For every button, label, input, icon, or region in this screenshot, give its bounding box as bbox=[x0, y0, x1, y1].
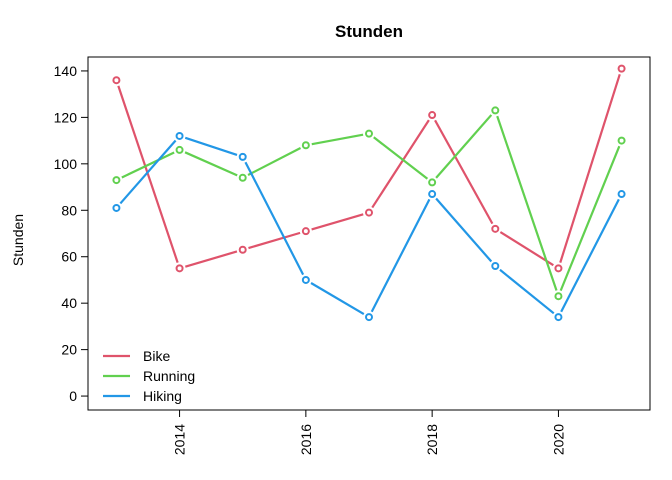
series-line-segment bbox=[184, 151, 238, 177]
y-tick-label: 100 bbox=[54, 156, 78, 172]
y-tick-label: 140 bbox=[54, 63, 78, 79]
series-line-segment bbox=[559, 74, 621, 263]
y-tick-label: 60 bbox=[61, 249, 77, 265]
series-line-segment bbox=[248, 231, 301, 250]
data-point bbox=[554, 313, 563, 322]
series-line-segment bbox=[496, 115, 558, 291]
series-line-segment bbox=[184, 136, 238, 157]
series-line-segment bbox=[121, 151, 175, 179]
series-line-segment bbox=[373, 136, 429, 180]
data-point bbox=[238, 173, 247, 182]
legend-entry: Running bbox=[103, 368, 195, 384]
legend-entry: Hiking bbox=[103, 388, 182, 404]
x-tick-label: 2014 bbox=[172, 424, 188, 455]
data-point bbox=[491, 224, 500, 233]
data-point bbox=[238, 152, 247, 161]
legend-label: Bike bbox=[143, 348, 170, 364]
series-bike bbox=[112, 64, 626, 273]
series-line-segment bbox=[244, 161, 305, 276]
series-line-segment bbox=[370, 198, 431, 313]
y-tick-label: 0 bbox=[69, 388, 77, 404]
x-tick-label: 2020 bbox=[550, 424, 566, 455]
series-line-segment bbox=[371, 119, 430, 209]
y-tick-label: 40 bbox=[61, 295, 77, 311]
y-tick-label: 80 bbox=[61, 202, 77, 218]
y-axis-label: Stunden bbox=[10, 214, 26, 266]
data-point bbox=[428, 178, 437, 187]
legend-label: Running bbox=[143, 368, 195, 384]
series-line-segment bbox=[247, 147, 302, 176]
series-hiking bbox=[112, 131, 626, 322]
data-point bbox=[428, 190, 437, 199]
data-point bbox=[301, 275, 310, 284]
series-line-segment bbox=[560, 198, 620, 313]
data-point bbox=[365, 129, 373, 138]
y-axis: 0 20 40 60 80 100 120 140 bbox=[54, 63, 88, 404]
data-point bbox=[617, 64, 626, 73]
y-tick-label: 120 bbox=[54, 109, 78, 125]
data-point bbox=[112, 76, 121, 85]
series-line-segment bbox=[559, 145, 621, 292]
data-point bbox=[365, 313, 373, 322]
series-line-segment bbox=[499, 268, 555, 315]
series-line-segment bbox=[435, 114, 493, 179]
x-tick-label: 2018 bbox=[424, 424, 440, 455]
data-point bbox=[301, 227, 310, 236]
plot-frame bbox=[87, 56, 651, 411]
data-point bbox=[365, 208, 373, 217]
data-point bbox=[617, 136, 626, 145]
series-line-segment bbox=[311, 213, 364, 231]
series-line-segment bbox=[435, 197, 493, 263]
data-point bbox=[491, 262, 500, 271]
data-point bbox=[112, 203, 121, 212]
data-point bbox=[175, 264, 184, 273]
legend: Bike Running Hiking bbox=[103, 348, 195, 404]
data-point bbox=[428, 111, 437, 120]
series-running bbox=[112, 106, 626, 301]
data-point bbox=[112, 176, 121, 185]
data-point bbox=[617, 190, 626, 199]
series-line-segment bbox=[310, 282, 365, 316]
series-line-segment bbox=[185, 250, 238, 268]
data-point bbox=[175, 131, 184, 140]
data-point bbox=[238, 245, 247, 254]
series-line-segment bbox=[434, 119, 494, 225]
series-line-segment bbox=[311, 133, 364, 146]
y-tick-label: 20 bbox=[61, 342, 77, 358]
series-layer bbox=[112, 64, 626, 322]
x-axis: 2014 2016 2018 2020 bbox=[172, 410, 566, 455]
series-line-segment bbox=[499, 231, 554, 267]
legend-label: Hiking bbox=[143, 388, 182, 404]
data-point bbox=[554, 264, 563, 273]
x-tick-label: 2016 bbox=[298, 424, 314, 455]
series-line-segment bbox=[119, 139, 177, 205]
data-point bbox=[554, 292, 563, 301]
data-point bbox=[491, 106, 500, 115]
data-point bbox=[175, 145, 184, 154]
data-point bbox=[301, 141, 310, 150]
series-line-segment bbox=[117, 85, 179, 263]
legend-entry: Bike bbox=[103, 348, 170, 364]
chart-title: Stunden bbox=[335, 22, 403, 41]
